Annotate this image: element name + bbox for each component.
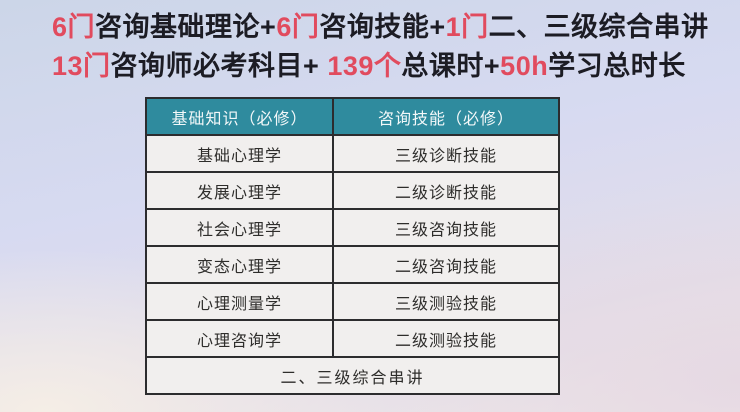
skill-cell: 二级测验技能 (332, 319, 560, 358)
headline-text: 二、三级综合串讲 (488, 12, 709, 42)
headline-text: 学习总时长 (548, 51, 686, 81)
headline-accent-text: 13门 (52, 51, 111, 81)
headline: 6门咨询基础理论+6门咨询技能+1门二、三级综合串讲 13门咨询师必考科目+ 1… (52, 8, 712, 86)
skill-cell: 三级测验技能 (332, 282, 560, 321)
table-row: 变态心理学 二级咨询技能 (145, 245, 560, 284)
skill-cell: 二级诊断技能 (332, 171, 560, 210)
course-cell: 基础心理学 (145, 134, 334, 173)
skill-cell: 二级咨询技能 (332, 245, 560, 284)
table-row: 社会心理学 三级咨询技能 (145, 208, 560, 247)
headline-accent-text: 6门 (52, 12, 96, 42)
course-cell: 变态心理学 (145, 245, 334, 284)
headline-accent-text: 50h (500, 51, 549, 81)
table-row: 心理测量学 三级测验技能 (145, 282, 560, 321)
course-cell: 心理咨询学 (145, 319, 334, 358)
course-cell: 社会心理学 (145, 208, 334, 247)
headline-accent-text: 1门 (445, 12, 489, 42)
footer-cell: 二、三级综合串讲 (145, 356, 560, 395)
headline-text: 总课时+ (401, 51, 501, 81)
table-row: 发展心理学 二级诊断技能 (145, 171, 560, 210)
course-cell: 心理测量学 (145, 282, 334, 321)
course-table: 基础知识（必修） 咨询技能（必修） 基础心理学 三级诊断技能 发展心理学 二级诊… (145, 97, 560, 395)
column-header-counseling-skills: 咨询技能（必修） (332, 97, 560, 136)
table-row: 基础心理学 三级诊断技能 (145, 134, 560, 173)
headline-line-2: 13门咨询师必考科目+ 139个总课时+50h学习总时长 (52, 47, 712, 86)
headline-accent-text: 6门 (276, 12, 320, 42)
column-header-basic-knowledge: 基础知识（必修） (145, 97, 334, 136)
skill-cell: 三级诊断技能 (332, 134, 560, 173)
headline-text: 咨询技能+ (319, 12, 446, 42)
course-cell: 发展心理学 (145, 171, 334, 210)
table-row: 心理咨询学 二级测验技能 (145, 319, 560, 358)
table-footer-row: 二、三级综合串讲 (145, 356, 560, 395)
headline-text: 咨询师必考科目+ (110, 51, 328, 81)
table-header-row: 基础知识（必修） 咨询技能（必修） (145, 97, 560, 136)
headline-line-1: 6门咨询基础理论+6门咨询技能+1门二、三级综合串讲 (52, 8, 712, 47)
headline-text: 咨询基础理论+ (95, 12, 277, 42)
skill-cell: 三级咨询技能 (332, 208, 560, 247)
headline-accent-text: 139个 (327, 51, 402, 81)
